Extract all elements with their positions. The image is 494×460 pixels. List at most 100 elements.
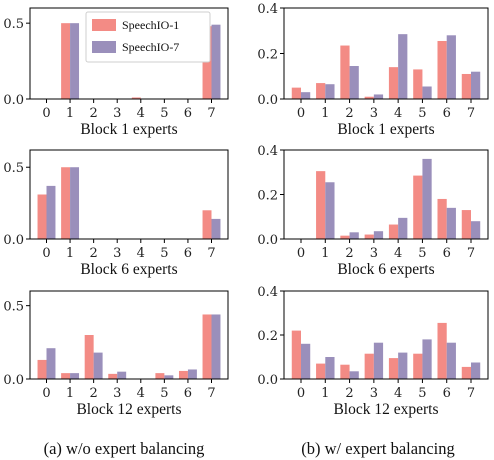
x-tick-label: 0 xyxy=(297,106,305,121)
bar-speechio-7-expert-4 xyxy=(398,34,408,99)
bar-speechio-7-expert-5 xyxy=(422,158,432,239)
bar-speechio-7-expert-7 xyxy=(471,221,481,239)
x-tick-label: 4 xyxy=(137,106,145,121)
x-tick-label: 2 xyxy=(90,106,98,121)
bar-speechio-1-expert-3 xyxy=(108,373,118,379)
bar-speechio-1-expert-6 xyxy=(437,198,447,239)
bar-speechio-1-expert-1 xyxy=(316,83,326,100)
bar-speechio-1-expert-1 xyxy=(61,167,71,239)
bar-speechio-1-expert-2 xyxy=(340,235,350,239)
bar-speechio-1-expert-4 xyxy=(388,67,399,99)
bar-speechio-1-expert-0 xyxy=(291,330,301,379)
bar-speechio-1-expert-4 xyxy=(388,358,399,379)
x-tick-label: 4 xyxy=(394,386,402,401)
x-tick-label: 5 xyxy=(160,246,168,261)
bar-speechio-1-expert-3 xyxy=(364,234,374,239)
y-tick-label: 0.0 xyxy=(257,373,278,388)
chart-panel-3: 0.0 0.5 0 1 2 3 4 5 6 7 Block 6 experts xyxy=(3,149,229,278)
bar-speechio-7-expert-0 xyxy=(46,348,56,379)
bar-speechio-1-expert-3 xyxy=(364,96,374,99)
x-tick-label: 1 xyxy=(321,386,329,401)
y-tick-label: 0.4 xyxy=(257,285,278,300)
y-tick-label: 0.0 xyxy=(257,93,278,108)
bar-speechio-7-expert-2 xyxy=(93,352,103,379)
bar-speechio-1-expert-1 xyxy=(316,171,326,239)
x-tick-label: 3 xyxy=(370,246,378,261)
bar-speechio-1-expert-7 xyxy=(461,73,471,99)
legend-box xyxy=(85,11,211,63)
x-tick-label: 2 xyxy=(345,386,353,401)
x-tick-label: 6 xyxy=(184,246,192,261)
bar-speechio-1-expert-5 xyxy=(413,175,423,239)
bar-speechio-7-expert-1 xyxy=(325,182,335,239)
x-tick-label: 5 xyxy=(160,386,168,401)
y-tick-label: 0.2 xyxy=(257,189,278,204)
bar-speechio-1-expert-7 xyxy=(461,210,471,239)
bar-speechio-1-expert-5 xyxy=(155,373,165,379)
y-tick-label: 0.0 xyxy=(3,373,24,388)
x-tick-label: 4 xyxy=(137,386,145,401)
x-tick-label: 7 xyxy=(467,106,475,121)
bar-speechio-7-expert-0 xyxy=(301,343,311,379)
x-tick-label: 4 xyxy=(394,246,402,261)
bar-speechio-7-expert-3 xyxy=(373,231,384,239)
bar-speechio-7-expert-6 xyxy=(446,35,456,99)
bar-speechio-7-expert-7 xyxy=(471,71,481,99)
y-tick-label: 0.5 xyxy=(3,161,24,176)
x-tick-label: 7 xyxy=(207,386,215,401)
bar-speechio-7-expert-7 xyxy=(211,314,221,379)
legend: SpeechIO-1 SpeechIO-7 xyxy=(85,11,211,63)
axes-frame xyxy=(283,7,489,100)
x-tick-label: 4 xyxy=(137,246,145,261)
bar-speechio-1-expert-1 xyxy=(61,373,71,379)
bar-speechio-7-expert-1 xyxy=(325,357,335,379)
x-tick-label: 6 xyxy=(443,106,451,121)
x-tick-label: 3 xyxy=(370,106,378,121)
x-tick-label: 6 xyxy=(443,246,451,261)
x-tick-label: 7 xyxy=(467,386,475,401)
y-tick-label: 0.5 xyxy=(3,17,24,32)
legend-label: SpeechIO-7 xyxy=(122,40,179,54)
bar-speechio-7-expert-5 xyxy=(164,375,174,379)
x-tick-label: 5 xyxy=(418,106,426,121)
y-tick-label: 0.0 xyxy=(3,93,24,108)
axes-frame xyxy=(29,7,229,100)
x-tick-label: 0 xyxy=(297,246,305,261)
bar-speechio-7-expert-0 xyxy=(301,92,311,99)
bar-speechio-1-expert-7 xyxy=(202,210,212,239)
bar-speechio-7-expert-0 xyxy=(46,185,56,239)
bar-speechio-7-expert-3 xyxy=(117,371,127,379)
x-axis-label: Block 12 experts xyxy=(333,401,438,418)
y-tick-label: 0.2 xyxy=(257,48,278,63)
bar-speechio-7-expert-3 xyxy=(373,94,384,99)
x-tick-label: 6 xyxy=(443,386,451,401)
bar-speechio-1-expert-6 xyxy=(178,370,188,379)
x-tick-label: 0 xyxy=(42,106,50,121)
bar-speechio-1-expert-2 xyxy=(340,45,350,99)
legend-swatch xyxy=(92,19,116,31)
x-axis-label: Block 1 experts xyxy=(80,121,177,138)
chart-panel-5: 0.0 0.5 0 1 2 3 4 5 6 7 Block 12 experts xyxy=(3,290,229,418)
bar-speechio-7-expert-6 xyxy=(187,369,197,379)
bar-speechio-1-expert-4 xyxy=(131,97,141,99)
bar-speechio-7-expert-6 xyxy=(446,342,456,379)
bar-speechio-7-expert-6 xyxy=(446,207,456,239)
bar-speechio-7-expert-1 xyxy=(325,84,335,99)
bar-speechio-7-expert-1 xyxy=(70,167,80,239)
caption-b: (b) w/ expert balancing xyxy=(301,439,454,458)
x-axis-label: Block 6 experts xyxy=(80,261,177,278)
chart-panel-6: 0.0 0.2 0.4 0 1 2 3 4 5 6 7 Block 12 experts xyxy=(257,285,489,418)
bar-speechio-7-expert-7 xyxy=(471,362,481,379)
bar-speechio-7-expert-7 xyxy=(211,24,221,99)
caption-a: (a) w/o expert balancing xyxy=(44,439,205,458)
x-tick-label: 1 xyxy=(66,386,74,401)
x-tick-label: 5 xyxy=(418,386,426,401)
bar-speechio-7-expert-2 xyxy=(349,232,359,239)
x-tick-label: 2 xyxy=(345,106,353,121)
bar-speechio-7-expert-4 xyxy=(398,217,408,239)
x-tick-label: 1 xyxy=(321,246,329,261)
bar-speechio-7-expert-3 xyxy=(373,342,384,379)
x-axis-label: Block 12 experts xyxy=(76,401,181,418)
bar-speechio-7-expert-1 xyxy=(70,373,80,379)
